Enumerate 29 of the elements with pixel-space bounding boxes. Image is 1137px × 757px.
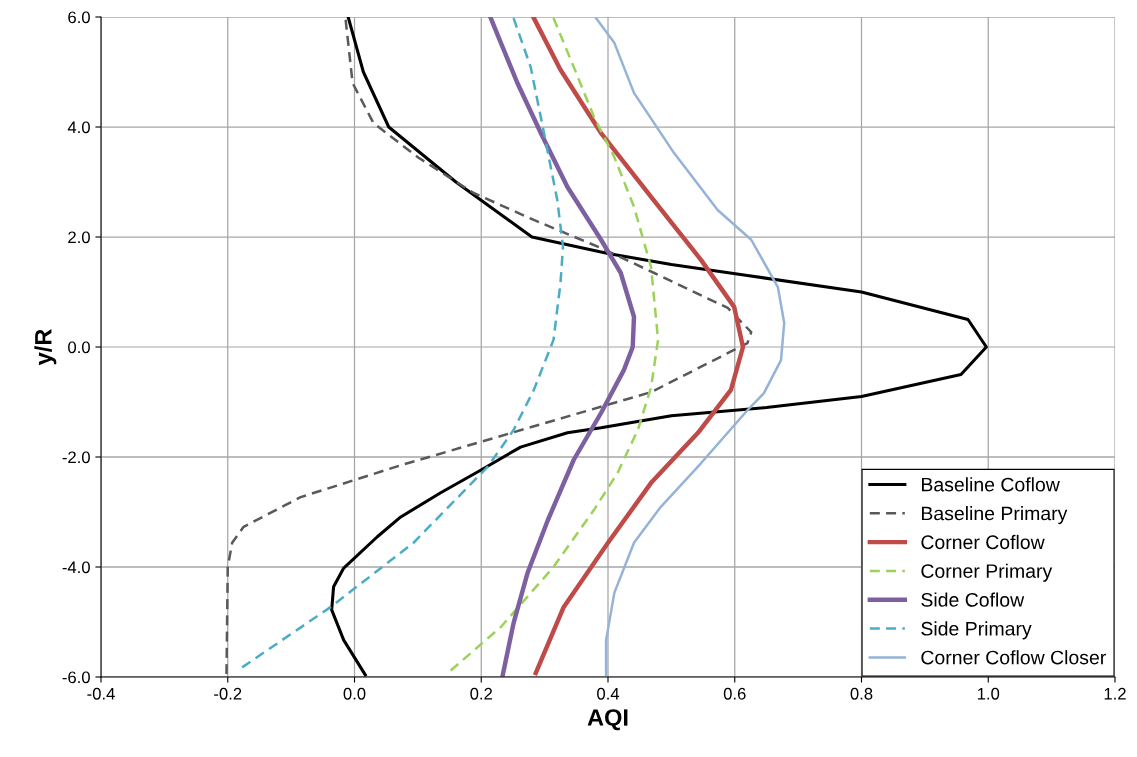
y-tick-label: 6.0 xyxy=(68,11,90,24)
x-tick-label: 1.2 xyxy=(1104,687,1126,700)
y-tick-label: 4.0 xyxy=(67,121,90,134)
y-tick-label: -6.0 xyxy=(62,671,90,684)
legend-label: Side Coflow xyxy=(921,592,1025,607)
x-tick-label: 0.6 xyxy=(723,687,746,700)
x-axis-title: AQI xyxy=(587,709,628,731)
legend-label: Corner Primary xyxy=(921,563,1053,582)
x-tick-label: -0.4 xyxy=(87,687,115,700)
legend-label: Corner Coflow Closer xyxy=(921,650,1106,665)
legend-label: Baseline Primary xyxy=(921,506,1068,525)
legend-label: Baseline Coflow xyxy=(921,477,1060,492)
x-tick-label: 0.8 xyxy=(850,687,873,700)
x-tick-label: -0.2 xyxy=(214,687,242,700)
y-tick-label: 2.0 xyxy=(68,231,90,244)
y-tick-label: -4.0 xyxy=(62,561,90,574)
legend-label: Side Primary xyxy=(921,621,1032,640)
x-tick-label: 1.0 xyxy=(977,687,1000,700)
y-tick-label: 0.0 xyxy=(68,341,90,354)
x-tick-label: 0.2 xyxy=(470,687,492,700)
line-series xyxy=(594,17,786,677)
legend-label: Corner Coflow xyxy=(921,534,1045,550)
y-tick-label: -2.0 xyxy=(62,451,90,464)
line-series xyxy=(225,18,753,677)
line-series xyxy=(531,17,746,676)
x-tick-label: 0.0 xyxy=(343,687,366,700)
x-tick-label: 0.4 xyxy=(597,687,620,700)
y-axis-title: y/R xyxy=(34,329,57,366)
line-series xyxy=(488,17,637,677)
